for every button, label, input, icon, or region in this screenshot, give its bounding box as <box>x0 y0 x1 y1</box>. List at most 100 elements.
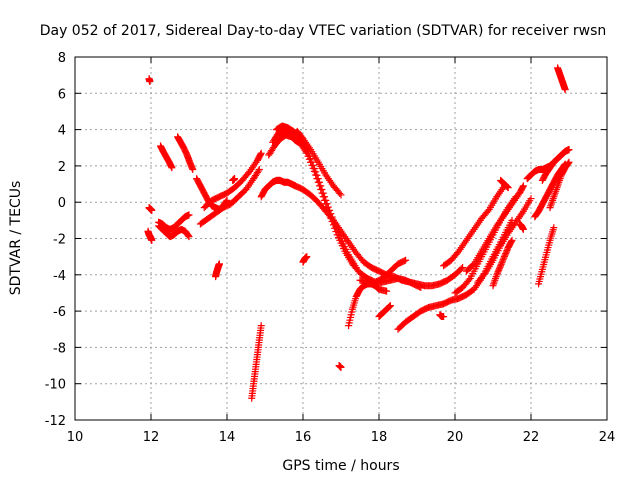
data-point <box>496 263 504 271</box>
x-tick-label: 14 <box>219 430 236 445</box>
series-arc18 <box>272 122 360 272</box>
data-point <box>324 203 332 211</box>
data-point <box>312 168 320 176</box>
series-arc13 <box>248 322 265 402</box>
y-tick-label: -10 <box>45 378 66 393</box>
data-point <box>308 158 316 166</box>
x-tick-label: 20 <box>447 430 464 445</box>
data-point <box>565 146 573 154</box>
data-point <box>148 206 156 214</box>
y-tick-label: 4 <box>58 124 66 139</box>
series-arc23 <box>375 302 394 321</box>
data-point <box>561 86 569 94</box>
y-tick-label: -2 <box>53 233 66 248</box>
data-point <box>417 284 425 292</box>
series-arc32 <box>516 220 527 233</box>
data-point <box>329 216 337 224</box>
data-point <box>334 228 342 236</box>
data-point <box>502 248 510 256</box>
data-point <box>527 195 535 203</box>
y-tick-label: 0 <box>58 196 66 211</box>
chart-title: Day 052 of 2017, Sidereal Day-to-day VTE… <box>40 23 607 39</box>
y-tick-label: -8 <box>53 341 66 356</box>
series-arc36 <box>546 158 573 212</box>
series-arc25 <box>436 311 448 321</box>
series-arc01 <box>145 75 154 86</box>
data-point <box>352 264 360 272</box>
data-point <box>255 166 263 174</box>
x-tick-label: 22 <box>523 430 540 445</box>
data-point <box>402 256 410 264</box>
data-point <box>254 167 262 175</box>
data-point <box>185 233 193 241</box>
y-axis-title: SDTVAR / TECUs <box>8 181 24 296</box>
series-arc17 <box>265 127 345 199</box>
data-point <box>333 225 341 233</box>
series-arc02 <box>145 204 156 214</box>
data-point <box>326 206 334 214</box>
data-point <box>383 287 391 295</box>
data-point <box>495 265 503 273</box>
data-point <box>328 213 336 221</box>
data-point <box>257 322 265 330</box>
data-point <box>300 139 308 147</box>
series-arc38 <box>554 64 569 94</box>
data-point <box>480 270 488 278</box>
x-tick-label: 10 <box>67 430 84 445</box>
data-point <box>309 161 317 169</box>
series-arc19 <box>299 253 311 266</box>
data-point <box>457 265 465 273</box>
series-arc11 <box>212 260 223 281</box>
data-point <box>385 303 393 311</box>
data-point <box>400 257 408 265</box>
data-point <box>499 257 506 265</box>
data-point <box>314 175 322 183</box>
data-point <box>307 155 315 163</box>
series-arc16 <box>269 126 410 286</box>
data-point <box>319 189 327 197</box>
data-point <box>493 269 501 277</box>
x-axis-tick-labels: 10 12 14 16 18 20 22 24 <box>67 430 616 445</box>
data-point <box>500 254 508 262</box>
y-tick-label: 2 <box>58 160 66 175</box>
data-point <box>215 260 223 268</box>
data-point <box>231 175 239 183</box>
series-arc20 <box>335 362 345 371</box>
data-point <box>497 262 505 270</box>
data-point <box>327 210 335 218</box>
series-arc06 <box>157 142 176 172</box>
data-point <box>501 251 509 259</box>
data-point <box>459 264 467 272</box>
y-axis-tick-labels: -12 -10 -8 -6 -4 -2 0 2 4 6 8 <box>45 51 66 429</box>
x-axis-title: GPS time / hours <box>282 458 399 474</box>
data-point <box>498 259 506 267</box>
data-point <box>565 158 573 166</box>
data-point <box>504 184 512 192</box>
data-point <box>416 283 424 291</box>
data-point <box>185 211 193 219</box>
data-point <box>502 250 510 258</box>
series-arc30 <box>489 236 516 290</box>
y-tick-label: -4 <box>53 269 66 284</box>
data-point <box>386 302 394 310</box>
data-point <box>189 166 197 174</box>
data-point <box>337 363 345 371</box>
y-tick-label: -6 <box>53 305 66 320</box>
series-arc21 <box>345 280 391 330</box>
series-arc22 <box>356 274 425 292</box>
data-point <box>484 207 492 215</box>
data-point <box>321 193 329 201</box>
data-point <box>465 276 473 284</box>
series-arc14 <box>257 176 299 201</box>
x-tick-label: 24 <box>599 430 616 445</box>
data-point <box>336 231 344 239</box>
data-point <box>313 171 321 179</box>
data-point <box>519 182 527 190</box>
data-point <box>519 183 527 191</box>
data-point <box>493 271 501 279</box>
data-point <box>148 236 156 244</box>
series-arc37 <box>535 224 558 288</box>
data-point <box>322 196 330 204</box>
series-arc05 <box>155 222 193 241</box>
